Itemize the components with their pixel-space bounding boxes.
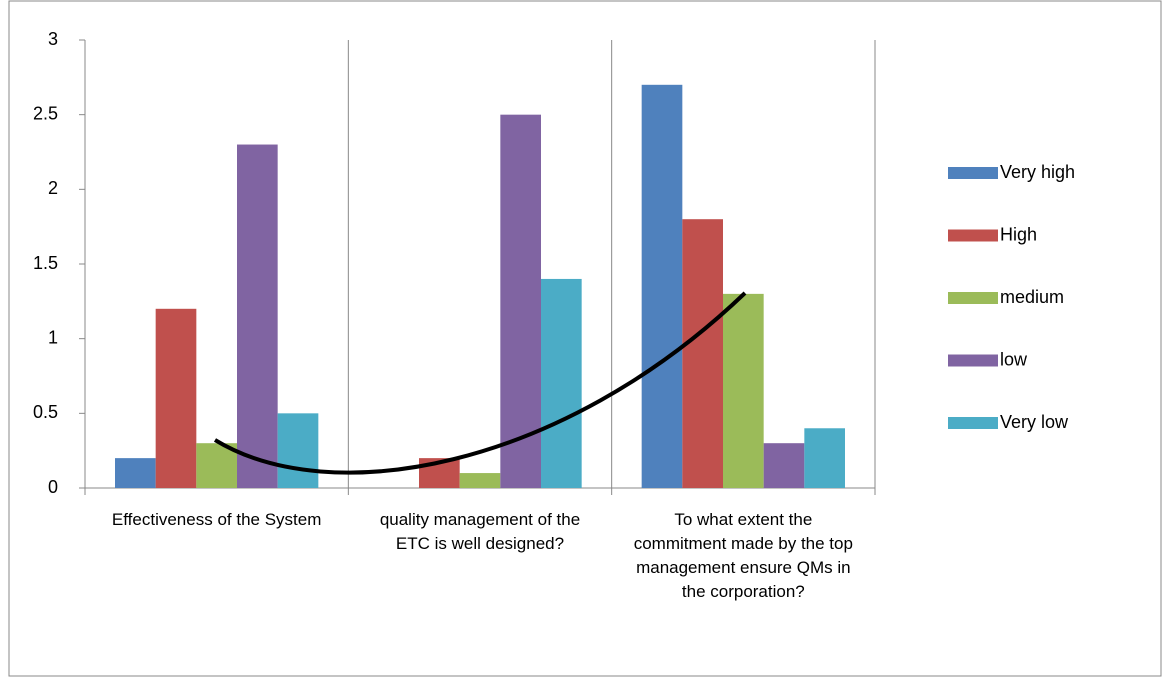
- bar: [541, 278, 582, 488]
- legend-label: Very low: [1000, 412, 1069, 432]
- chart-border: [8, 0, 1162, 677]
- x-tick-label: Effectiveness of the System: [111, 510, 322, 529]
- y-tick-label: 1.5: [33, 253, 58, 273]
- bar: [277, 413, 319, 488]
- bar: [641, 84, 683, 489]
- trend-curve: [213, 291, 747, 475]
- legend-swatch: [948, 229, 998, 242]
- y-tick-label: 1: [48, 327, 58, 347]
- y-tick-label: 3: [48, 29, 58, 49]
- bar: [723, 293, 764, 488]
- bar: [155, 308, 197, 488]
- x-label-box: Effectiveness of the System: [111, 510, 322, 529]
- bar: [763, 443, 805, 488]
- y-tick-label: 2.5: [33, 103, 58, 123]
- bar: [459, 473, 501, 488]
- legend-swatch: [948, 292, 998, 304]
- bar: [115, 458, 156, 488]
- y-tick-label: 2: [48, 178, 58, 198]
- x-label-box: To what extent the commitment made by th…: [633, 510, 853, 601]
- x-label-box: quality management of the ETC is well de…: [379, 510, 581, 553]
- bar: [237, 144, 278, 489]
- legend-label: Very high: [1000, 162, 1075, 182]
- y-tick-label: 0: [48, 477, 58, 497]
- bar: [804, 428, 845, 488]
- legend-swatch: [948, 417, 998, 429]
- legend-label: medium: [1000, 287, 1064, 307]
- x-tick-label: To what extent the commitment made by th…: [633, 510, 853, 601]
- legend-swatch: [948, 354, 998, 367]
- bar: [682, 219, 723, 488]
- bar: [196, 443, 237, 488]
- legend-label: low: [1000, 349, 1028, 369]
- x-tick-label: quality management of the ETC is well de…: [379, 510, 581, 553]
- bar: [500, 114, 541, 489]
- y-tick-label: 0.5: [33, 402, 58, 422]
- legend-swatch: [948, 167, 998, 179]
- legend-label: High: [1000, 224, 1037, 244]
